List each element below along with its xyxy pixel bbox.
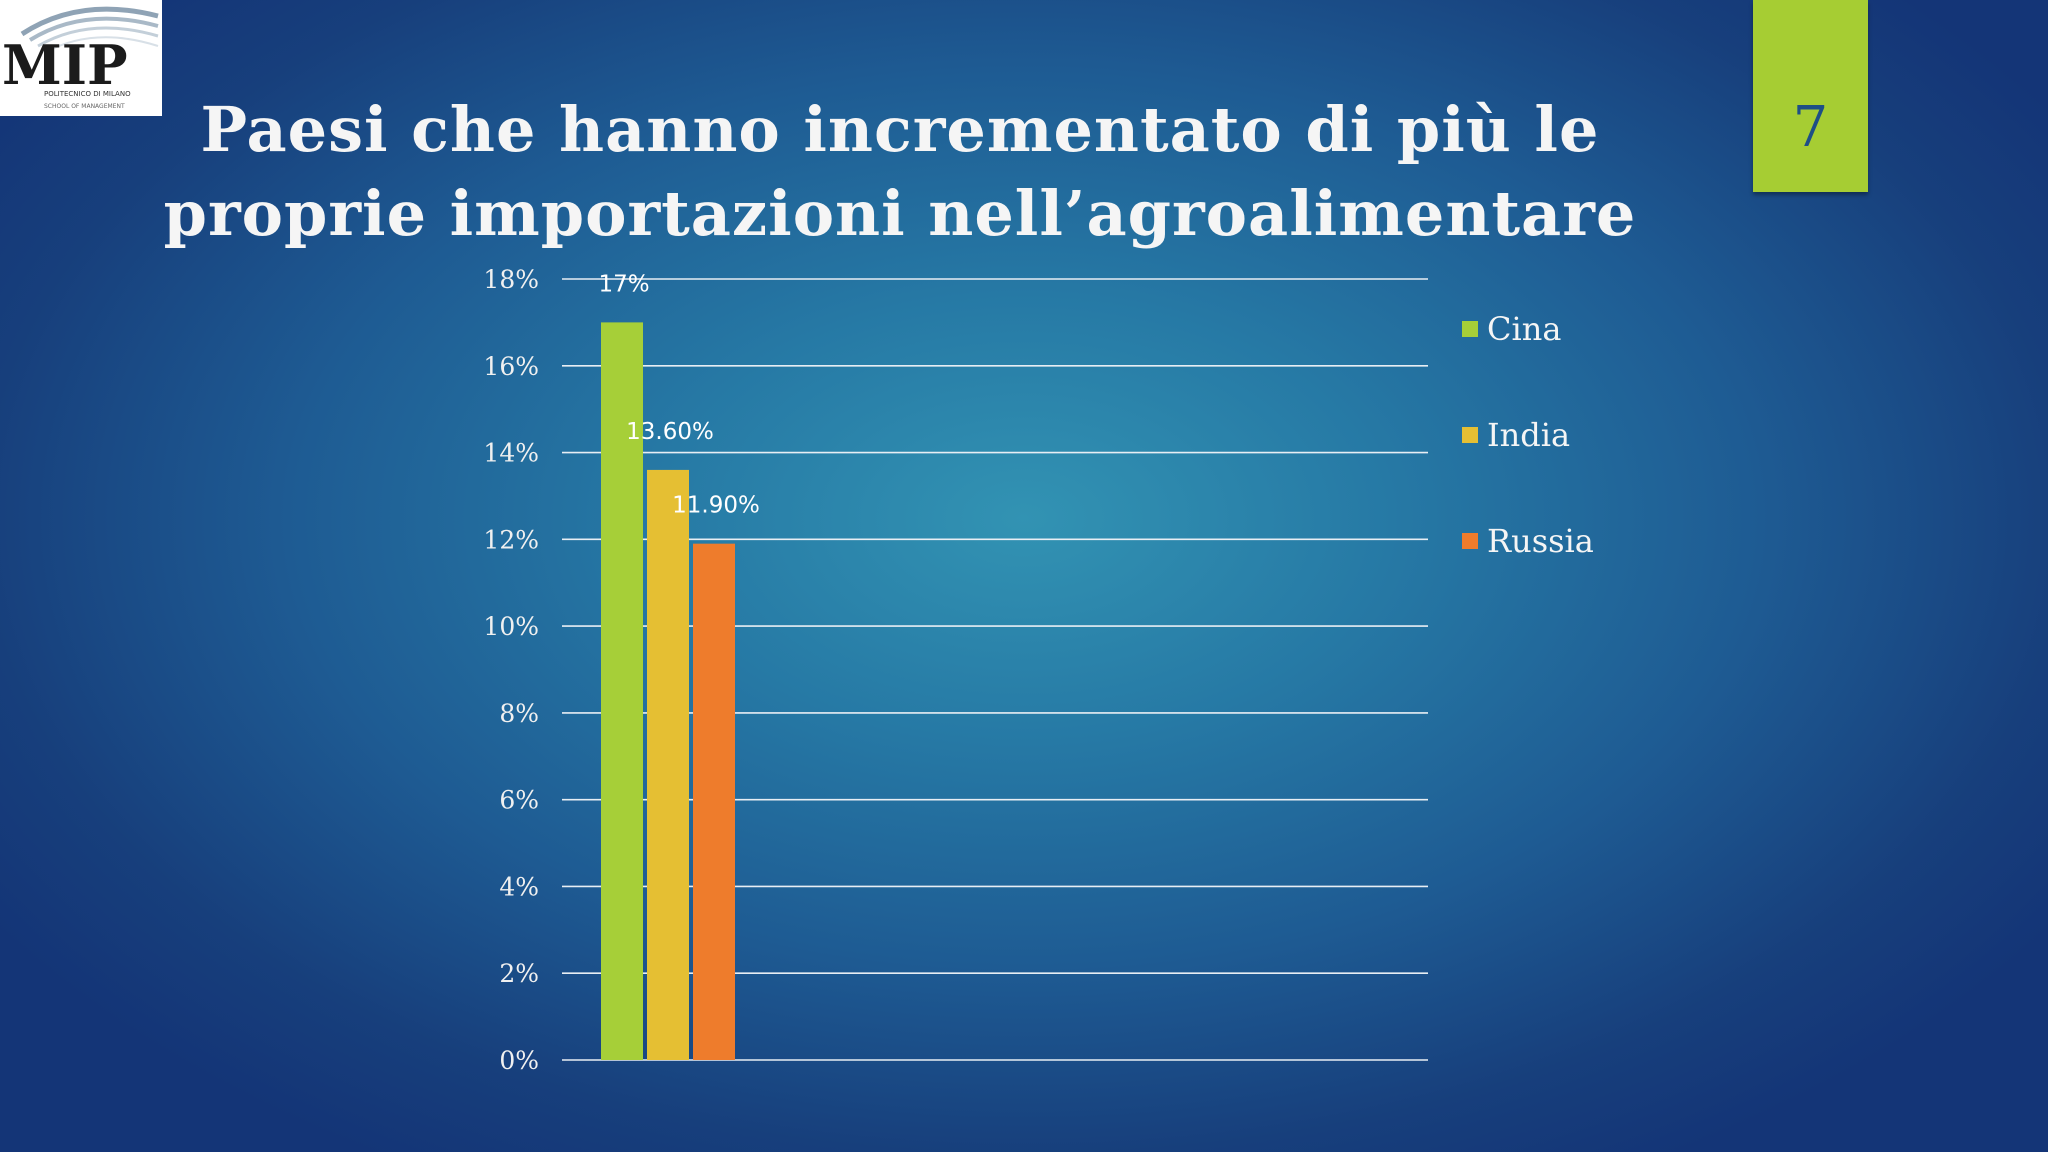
bar-russia (693, 543, 735, 1060)
legend-label: Cina (1487, 310, 1561, 348)
legend-label: Russia (1487, 522, 1594, 560)
y-tick-label: 6% (499, 786, 539, 815)
y-tick-label: 12% (483, 525, 539, 554)
mip-logo-mark: MIP POLITECNICO DI MILANO SCHOOL OF MANA… (2, 6, 159, 110)
legend-swatch (1462, 427, 1478, 443)
page-number-badge: 7 (1753, 0, 1868, 192)
legend-swatch (1462, 321, 1478, 337)
data-label: 11.90% (672, 493, 760, 519)
legend-label: India (1487, 416, 1570, 454)
y-tick-label: 14% (483, 439, 539, 468)
legend-swatch (1462, 533, 1478, 549)
y-tick-label: 0% (499, 1046, 539, 1075)
data-label: 13.60% (626, 419, 714, 445)
logo-tagline: SCHOOL OF MANAGEMENT (44, 103, 125, 110)
bar-india (647, 469, 689, 1060)
mip-logo: MIP POLITECNICO DI MILANO SCHOOL OF MANA… (0, 0, 162, 116)
slide-title: Paesi che hanno incrementato di più le p… (130, 88, 1670, 256)
page-number: 7 (1792, 95, 1829, 160)
logo-text: MIP (2, 33, 128, 97)
y-tick-label: 18% (483, 265, 539, 294)
y-tick-label: 16% (483, 352, 539, 381)
y-tick-label: 10% (483, 612, 539, 641)
slide-title-line-1: Paesi che hanno incrementato di più le (200, 93, 1600, 166)
logo-subtitle: POLITECNICO DI MILANO (44, 90, 131, 98)
y-tick-label: 2% (499, 959, 539, 988)
bar-cina (601, 322, 643, 1060)
y-tick-label: 8% (499, 699, 539, 728)
data-label: 17% (598, 271, 649, 297)
slide-title-line-2: proprie importazioni nell’agroalimentare (163, 177, 1637, 250)
y-tick-label: 4% (499, 872, 539, 901)
